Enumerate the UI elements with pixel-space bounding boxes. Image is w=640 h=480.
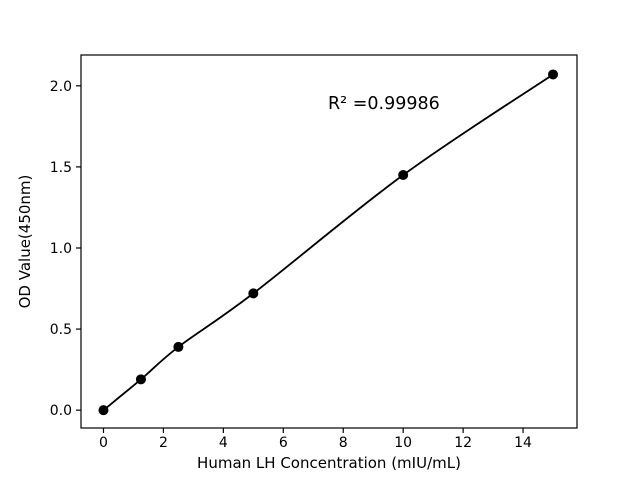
y-tick-label: 0.0 xyxy=(50,403,72,419)
x-tick-label: 6 xyxy=(279,435,288,451)
y-tick-label: 0.5 xyxy=(50,322,72,338)
data-point-marker xyxy=(98,405,109,416)
x-tick-label: 4 xyxy=(219,435,228,451)
y-axis-label: OD Value(450nm) xyxy=(16,175,34,309)
plot-border xyxy=(80,54,578,429)
data-point-marker xyxy=(398,170,409,181)
y-tick-label: 1.0 xyxy=(50,241,72,257)
y-tick-label: 1.5 xyxy=(50,160,72,176)
x-tick-label: 12 xyxy=(454,435,472,451)
r-squared-annotation: R² =0.99986 xyxy=(328,94,440,114)
x-tick-label: 10 xyxy=(394,435,412,451)
x-tick-label: 0 xyxy=(99,435,108,451)
data-point-marker xyxy=(248,288,259,299)
x-tick-label: 2 xyxy=(159,435,168,451)
x-tick-label: 8 xyxy=(339,435,348,451)
x-tick-label: 14 xyxy=(514,435,532,451)
y-tick-label: 2.0 xyxy=(50,79,72,95)
data-point-marker xyxy=(173,341,184,352)
x-axis-label: Human LH Concentration (mIU/mL) xyxy=(197,454,461,472)
data-point-marker xyxy=(548,69,559,80)
fit-line xyxy=(102,73,554,411)
data-point-marker xyxy=(135,374,146,385)
